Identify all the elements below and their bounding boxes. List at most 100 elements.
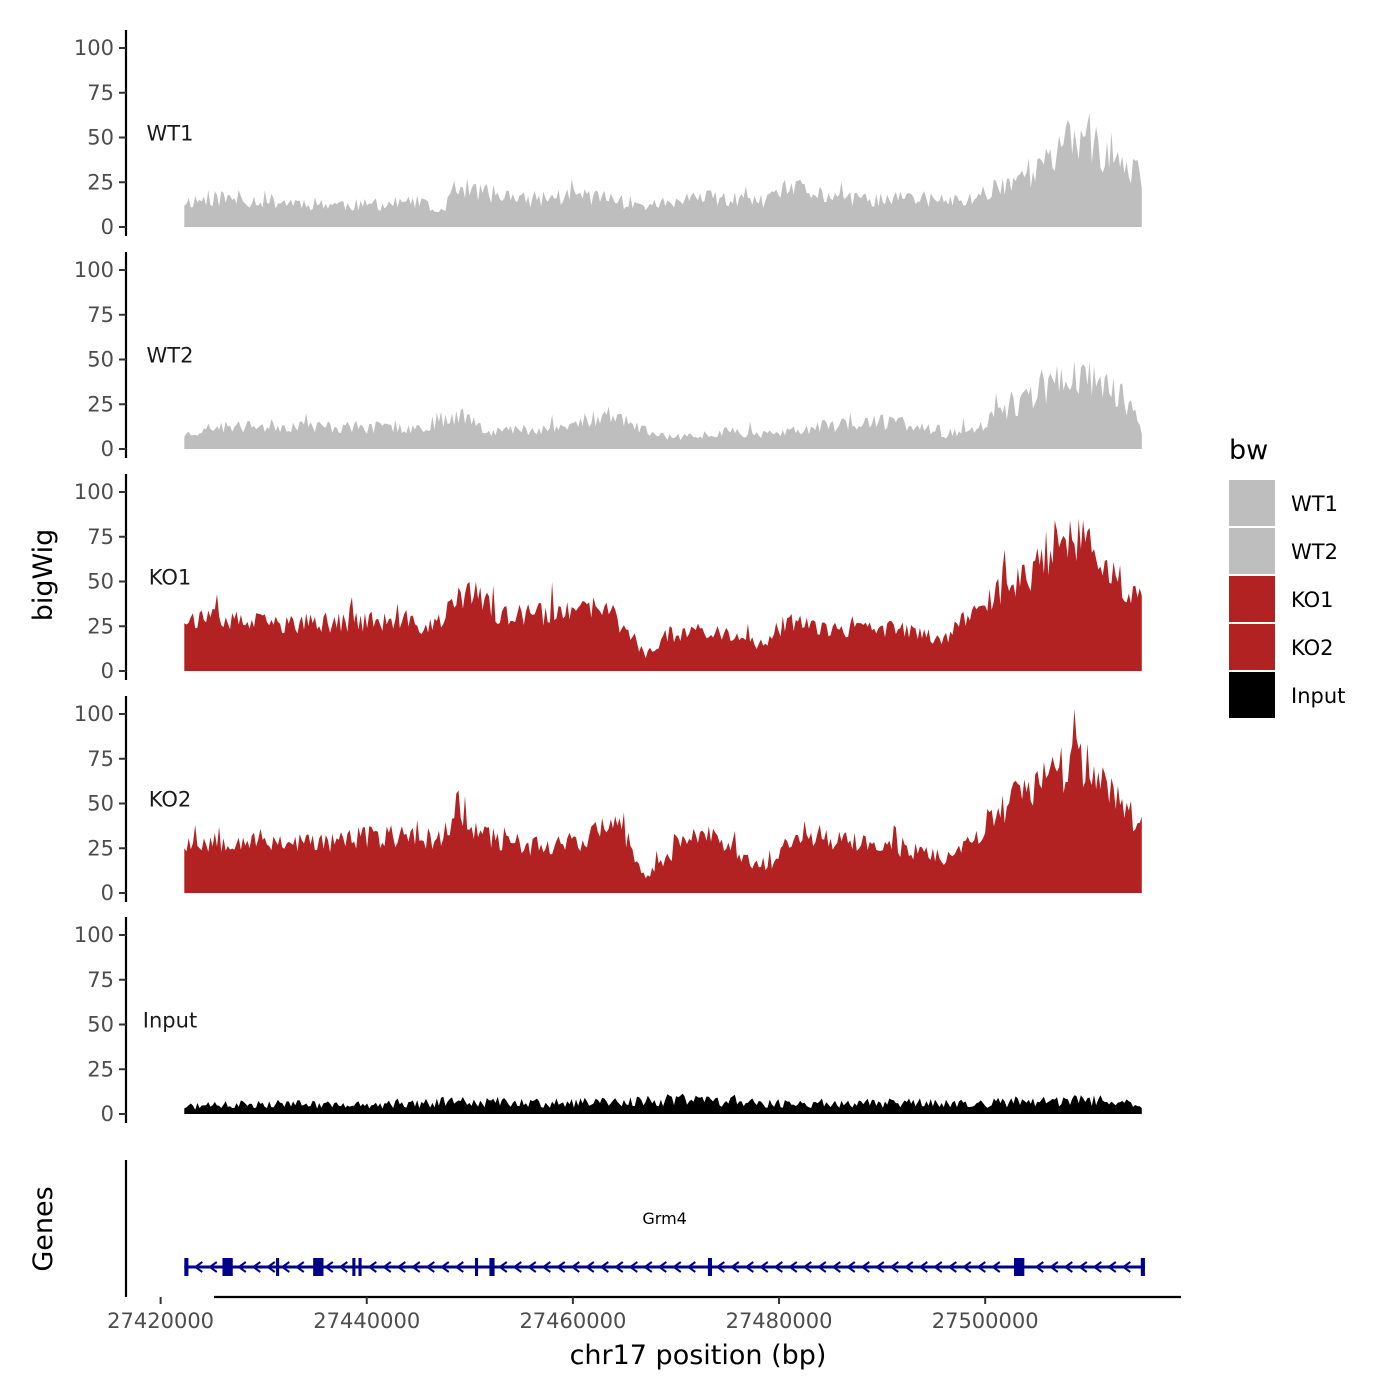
strand-arrow [1049,1261,1059,1273]
strand-arrow [918,1261,928,1273]
panel-wt2: 0 25 50 75 100 WT2 [74,252,1142,461]
track-label-input: Input [143,1009,197,1033]
gene-exon [1014,1258,1025,1276]
strand-arrow [440,1261,450,1273]
legend-label-ko2: KO2 [1291,636,1334,660]
strand-arrow [672,1261,682,1273]
legend-swatch-wt1 [1229,480,1275,526]
x-tick-label: 27420000 [107,1309,214,1333]
legend-swatch-ko2 [1229,624,1275,670]
strand-arrow [570,1261,580,1273]
gene-exon [474,1258,479,1276]
strand-arrow [1078,1261,1088,1273]
x-tick-label: 27440000 [313,1309,420,1333]
track-label-wt2: WT2 [147,344,194,368]
x-tick-label: 27500000 [932,1309,1039,1333]
y-tick-label: 0 [101,881,114,905]
gene-exon [1140,1258,1145,1276]
gene-exon [222,1258,233,1276]
gene-exon [313,1258,324,1276]
legend: bw WT1 WT2 KO1 KO2 Input [1229,435,1345,718]
strand-arrow [628,1261,638,1273]
strand-arrow [614,1261,624,1273]
panel-ko2: 0 25 50 75 100 KO2 [74,696,1142,905]
y-tick-label: 0 [101,215,114,239]
strand-arrow [831,1261,841,1273]
y-tick-label: 50 [87,792,114,816]
track-label-ko1: KO1 [149,566,192,590]
x-axis-title: chr17 position (bp) [570,1340,827,1371]
gene-exon [276,1258,280,1276]
y-tick-label: 100 [74,702,114,726]
strand-arrow [295,1261,305,1273]
legend-swatch-wt2 [1229,528,1275,574]
legend-label-input: Input [1291,684,1345,708]
coverage-area-wt1 [184,112,1142,227]
coverage-panels: 0255075100WT10255075100WT20255075100KO10… [74,30,1142,1126]
strand-arrow [266,1261,276,1273]
y-tick-label: 0 [101,437,114,461]
legend-label-wt1: WT1 [1291,492,1338,516]
strand-arrow [367,1261,377,1273]
y-tick-label: 100 [74,258,114,282]
gene-exon [352,1258,356,1276]
strand-arrow [338,1261,348,1273]
y-tick-label: 50 [87,1013,114,1037]
strand-arrow [193,1261,203,1273]
strand-arrow [904,1261,914,1273]
strand-arrow [715,1261,725,1273]
strand-arrow [208,1261,218,1273]
strand-arrow [454,1261,464,1273]
panel-ko1: 0 25 50 75 100 KO1 [74,474,1142,683]
y-tick-label: 25 [87,1057,114,1081]
strand-arrow [976,1261,986,1273]
strand-arrow [251,1261,261,1273]
strand-arrow [788,1261,798,1273]
strand-arrow [643,1261,653,1273]
strand-arrow [686,1261,696,1273]
y-tick-label: 75 [87,525,114,549]
strand-arrow [744,1261,754,1273]
strand-arrow [498,1261,508,1273]
legend-swatch-input [1229,672,1275,718]
y-axis-title: bigWig [28,529,59,622]
strand-arrow [802,1261,812,1273]
panel-wt1: 0 25 50 75 100 WT1 [74,30,1142,239]
strand-arrow [585,1261,595,1273]
y-tick-label: 0 [101,1102,114,1126]
coverage-area-ko2 [184,709,1142,893]
track-label-wt1: WT1 [147,122,194,146]
strand-arrow [875,1261,885,1273]
y-tick-label: 50 [87,348,114,372]
y-tick-label: 75 [87,303,114,327]
strand-arrow [599,1261,609,1273]
y-tick-label: 100 [74,36,114,60]
y-tick-label: 25 [87,392,114,416]
x-tick-label: 27480000 [726,1309,833,1333]
strand-arrow [425,1261,435,1273]
strand-arrow [1092,1261,1102,1273]
gene-exon [184,1258,189,1276]
track-label-ko2: KO2 [149,788,192,812]
strand-arrow [1121,1261,1131,1273]
strand-arrow [237,1261,247,1273]
strand-arrow [947,1261,957,1273]
coverage-area-input [184,1093,1142,1114]
y-tick-label: 50 [87,126,114,150]
panel-input: 0 25 50 75 100 Input [74,917,1142,1126]
strand-arrow [846,1261,856,1273]
strand-arrow [512,1261,522,1273]
y-tick-label: 25 [87,836,114,860]
strand-arrow [773,1261,783,1273]
strand-arrow [541,1261,551,1273]
strand-arrow [280,1261,290,1273]
strand-arrow [1034,1261,1044,1273]
coverage-area-wt2 [184,361,1142,449]
strand-arrow [817,1261,827,1273]
strand-arrow [991,1261,1001,1273]
gene-exon [489,1258,495,1276]
coverage-area-ko1 [184,518,1142,671]
legend-label-wt2: WT2 [1291,540,1338,564]
y-tick-label: 25 [87,170,114,194]
strand-arrow [324,1261,334,1273]
